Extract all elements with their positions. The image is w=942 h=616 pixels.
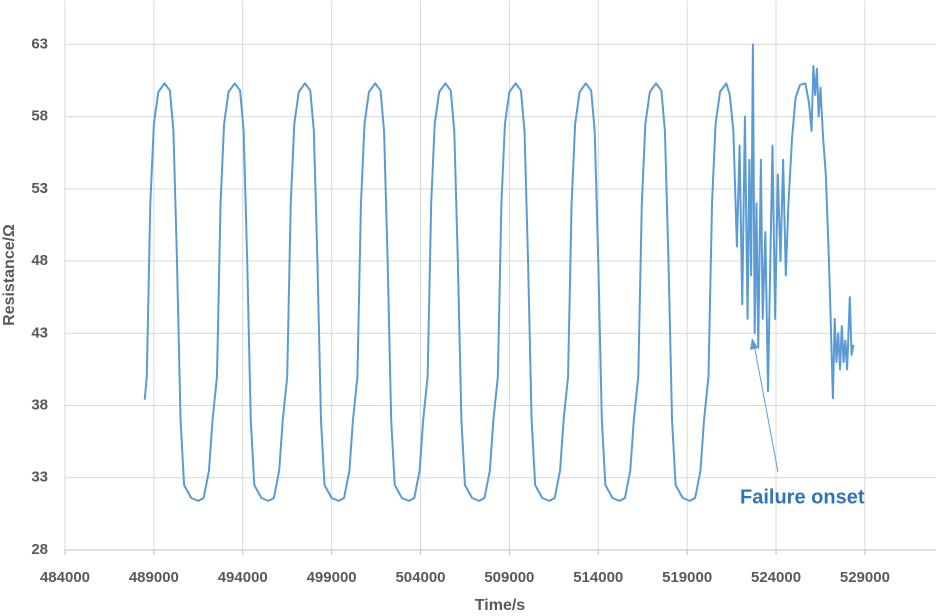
x-tick-label: 519000 bbox=[662, 569, 712, 586]
x-tick-label: 509000 bbox=[484, 569, 534, 586]
x-tick-label: 504000 bbox=[395, 569, 445, 586]
data-line bbox=[143, 43, 855, 502]
y-tick-label: 58 bbox=[31, 108, 48, 125]
arrow-head bbox=[750, 338, 758, 350]
x-tick-label: 529000 bbox=[840, 569, 890, 586]
y-tick-label: 48 bbox=[31, 252, 48, 269]
y-tick-label: 33 bbox=[31, 469, 48, 486]
y-tick-label: 53 bbox=[31, 180, 48, 197]
x-axis-title: Time/s bbox=[475, 597, 526, 614]
x-tick-label: 489000 bbox=[129, 569, 179, 586]
x-tick-label: 499000 bbox=[307, 569, 357, 586]
y-tick-label: 38 bbox=[31, 396, 48, 413]
x-tick-label: 514000 bbox=[573, 569, 623, 586]
x-tick-label: 524000 bbox=[751, 569, 801, 586]
annotation: Failure onset bbox=[740, 486, 865, 508]
y-axis-title: Resistance/Ω bbox=[1, 224, 18, 326]
y-tick-label: 28 bbox=[31, 541, 48, 558]
annotation-arrow bbox=[753, 343, 779, 473]
y-tick-label: 43 bbox=[31, 324, 48, 341]
y-tick-label: 63 bbox=[31, 35, 48, 52]
x-tick-label: 484000 bbox=[40, 569, 90, 586]
x-tick-label: 494000 bbox=[218, 569, 268, 586]
